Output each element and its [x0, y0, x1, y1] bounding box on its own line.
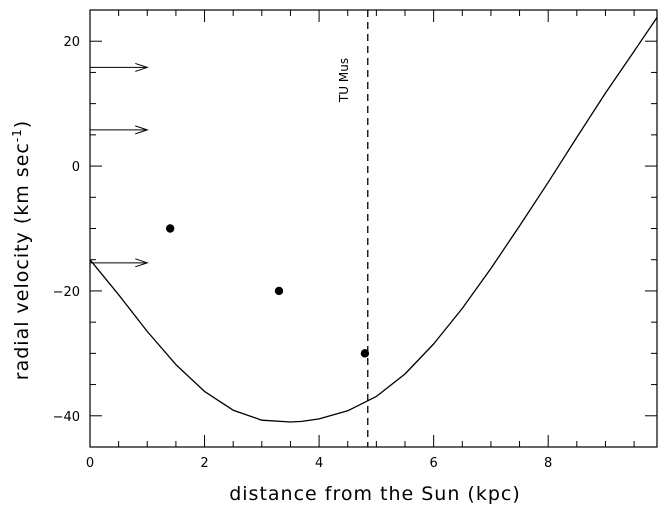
- x-tick-label: 4: [315, 456, 323, 471]
- arrow-head: [135, 62, 149, 72]
- data-point: [360, 349, 370, 358]
- data-point: [165, 224, 175, 233]
- model-curve: [89, 17, 658, 423]
- y-axis-title-sup: -1: [10, 128, 24, 142]
- axis-ticks: [89, 9, 657, 448]
- x-tick-label: 2: [200, 456, 208, 471]
- points-layer: [165, 224, 370, 358]
- y-axis-title: radial velocity (km sec-1): [10, 120, 33, 380]
- tu-mus-label: TU Mus: [337, 58, 351, 103]
- y-axis-title-close: ): [11, 120, 33, 128]
- plot-frame: [89, 9, 658, 448]
- y-axis-title-main: radial velocity (km sec: [11, 142, 33, 380]
- x-tick-label: 0: [86, 456, 94, 471]
- arrow-layer: [90, 62, 149, 268]
- x-tick-label: 8: [544, 456, 552, 471]
- arrow-head: [135, 125, 149, 135]
- arrow-head: [135, 258, 149, 268]
- plot-border: [89, 9, 658, 448]
- curve-layer: [89, 17, 658, 423]
- y-tick-label: 20: [63, 35, 80, 50]
- x-tick-label: 6: [429, 456, 437, 471]
- x-axis-title: distance from the Sun (kpc): [229, 483, 521, 505]
- vline-layer: TU Mus: [337, 10, 369, 447]
- data-point: [274, 286, 284, 296]
- axis-tick-labels: 0 2 4 6 8 20 0 −20 −40: [53, 35, 553, 471]
- y-tick-label: −20: [53, 285, 80, 300]
- y-tick-label: −40: [53, 410, 80, 425]
- y-tick-label: 0: [72, 160, 80, 175]
